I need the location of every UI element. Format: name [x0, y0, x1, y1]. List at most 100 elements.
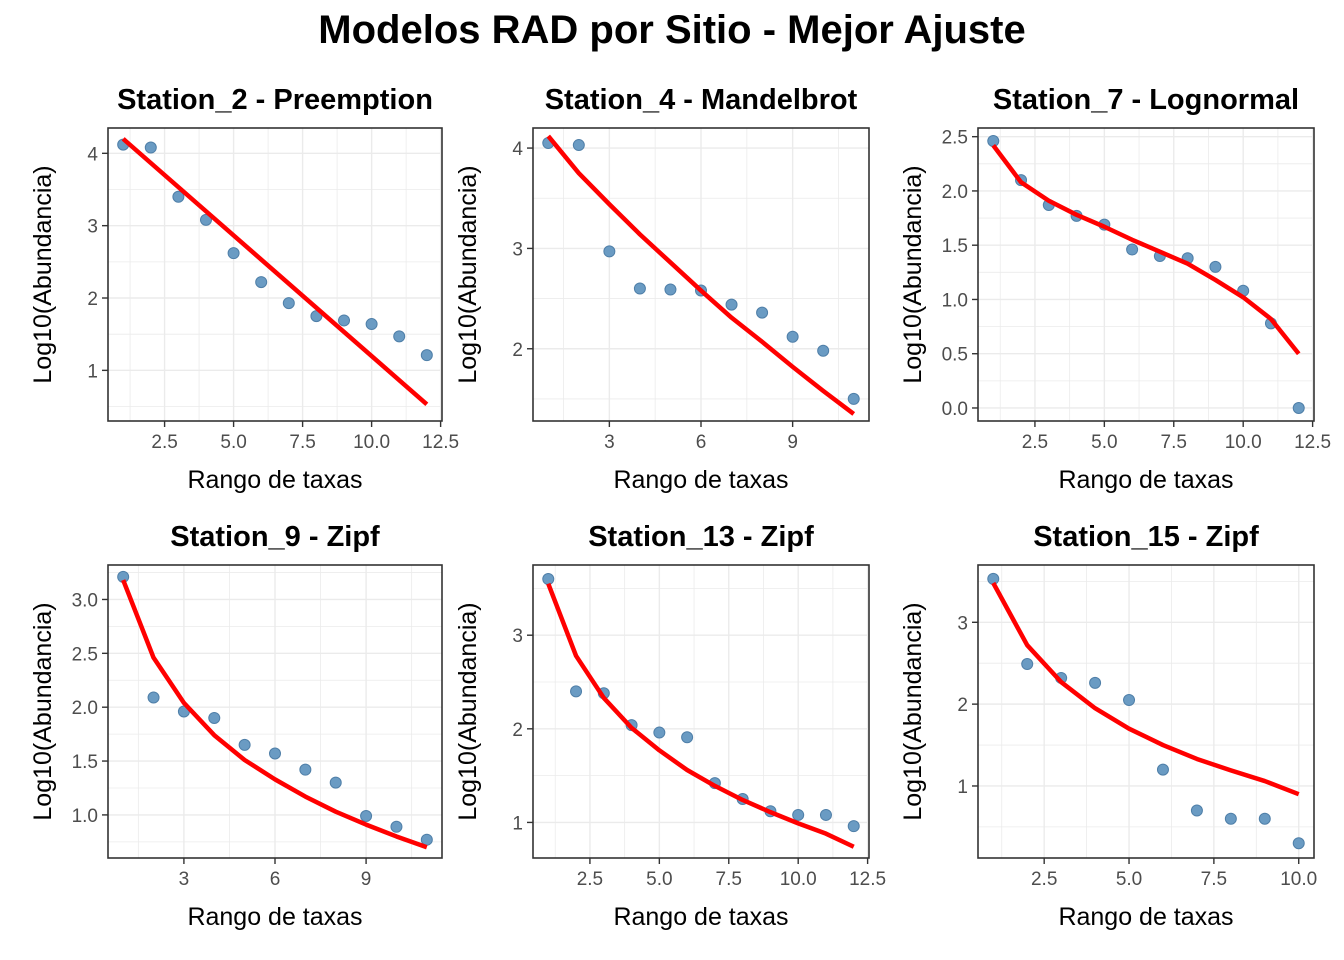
- y-tick-label: 3: [957, 613, 968, 634]
- fit-line: [991, 581, 1300, 797]
- data-point: [786, 330, 799, 343]
- x-tick-label: 10.0: [353, 432, 390, 453]
- panel-border: [532, 564, 870, 859]
- y-tick-label: 3: [512, 239, 523, 260]
- data-point: [1021, 658, 1034, 671]
- data-point: [238, 738, 251, 751]
- y-tick-label: 2.5: [942, 128, 968, 149]
- y-tick-label: 1.5: [72, 752, 98, 773]
- x-tick-label: 10.0: [1225, 432, 1262, 453]
- x-axis-label: Rango de taxas: [1058, 466, 1233, 494]
- data-point: [420, 349, 433, 362]
- data-point: [819, 808, 832, 821]
- y-axis-label: Log10(Abundancia): [899, 602, 927, 820]
- data-point: [360, 809, 373, 822]
- chart-panel-5: 2.5 5.0 7.5 10.0 12.5 1 2 3 Station_13 - Zipf Ran…: [454, 521, 886, 931]
- y-tick-label: 3: [512, 626, 523, 647]
- x-tick-label: 12.5: [422, 432, 459, 453]
- data-point: [299, 763, 312, 776]
- fit-line: [546, 582, 855, 849]
- x-axis-label: Rango de taxas: [187, 903, 362, 931]
- data-point: [255, 276, 268, 289]
- data-point: [172, 190, 185, 203]
- y-axis-label: Log10(Abundancia): [29, 602, 57, 820]
- x-tick-label: 6: [696, 432, 707, 453]
- panel-border: [977, 127, 1315, 422]
- data-point: [1156, 763, 1169, 776]
- y-axis-label: Log10(Abundancia): [454, 165, 482, 383]
- data-point: [1224, 812, 1237, 825]
- y-tick-label: 3: [87, 217, 98, 238]
- data-point: [390, 820, 403, 833]
- x-tick-label: 3: [604, 432, 615, 453]
- y-tick-label: 2.0: [942, 182, 968, 203]
- data-point: [817, 344, 830, 357]
- data-point: [1123, 694, 1136, 707]
- x-tick-label: 10.0: [780, 869, 817, 890]
- x-tick-label: 7.5: [1201, 869, 1227, 890]
- data-point: [725, 298, 738, 311]
- data-point: [147, 691, 160, 704]
- x-tick-label: 2.5: [1031, 869, 1057, 890]
- data-point: [664, 283, 677, 296]
- panel-title: Station_9 - Zipf: [170, 521, 380, 553]
- x-tick-label: 12.5: [849, 869, 886, 890]
- data-point: [1209, 260, 1222, 273]
- x-axis-label: Rango de taxas: [1058, 903, 1233, 931]
- fit-line: [546, 134, 856, 416]
- x-tick-label: 9: [787, 432, 798, 453]
- chart-panel-4: 3 6 9 1.0 1.5 2.0 2.5 3.0 Station_9 - Zipf Rango …: [29, 521, 443, 931]
- data-point: [393, 330, 406, 343]
- x-tick-label: 5.0: [1091, 432, 1117, 453]
- chart-panel-2: 3 6 9 2 3 4 Station_4 - Mandelbrot Rango de tax…: [454, 84, 870, 494]
- data-point: [847, 392, 860, 405]
- data-point: [756, 306, 769, 319]
- y-axis-label: Log10(Abundancia): [29, 165, 57, 383]
- data-point: [847, 820, 860, 833]
- data-point: [681, 731, 694, 744]
- data-point: [208, 711, 221, 724]
- y-tick-label: 0.0: [942, 399, 968, 420]
- panel-title: Station_13 - Zipf: [588, 521, 814, 553]
- y-axis-label: Log10(Abundancia): [454, 602, 482, 820]
- y-tick-label: 1.0: [72, 806, 98, 827]
- y-tick-label: 1: [957, 777, 968, 798]
- y-tick-label: 1: [87, 361, 98, 382]
- x-tick-label: 6: [270, 869, 281, 890]
- x-tick-label: 2.5: [1022, 432, 1048, 453]
- data-point: [1089, 676, 1102, 689]
- panel-border: [107, 127, 443, 422]
- y-axis-label: Log10(Abundancia): [899, 165, 927, 383]
- data-point: [570, 685, 583, 698]
- x-tick-label: 9: [361, 869, 372, 890]
- panel-border: [977, 564, 1315, 859]
- x-tick-label: 7.5: [289, 432, 315, 453]
- chart-panel-6: 2.5 5.0 7.5 10.0 1 2 3 Station_15 - Zipf Rango d…: [899, 521, 1317, 931]
- data-point: [282, 297, 295, 310]
- data-point: [653, 726, 666, 739]
- data-point: [987, 572, 1000, 585]
- x-tick-label: 7.5: [716, 869, 742, 890]
- data-point: [144, 141, 157, 154]
- y-tick-label: 0.5: [942, 345, 968, 366]
- x-tick-label: 3: [179, 869, 190, 890]
- data-point: [1292, 837, 1305, 850]
- x-tick-label: 5.0: [646, 869, 672, 890]
- x-tick-label: 5.0: [1116, 869, 1142, 890]
- panel-title: Station_2 - Preemption: [117, 84, 433, 116]
- y-tick-label: 2: [957, 695, 968, 716]
- y-tick-label: 2: [512, 720, 523, 741]
- fit-line: [121, 579, 428, 850]
- y-tick-label: 1.5: [942, 236, 968, 257]
- data-point: [269, 747, 281, 760]
- data-point: [338, 314, 351, 327]
- data-point: [603, 245, 616, 258]
- data-point: [1190, 804, 1203, 817]
- data-point: [1126, 243, 1139, 256]
- data-point: [633, 282, 646, 295]
- data-point: [227, 247, 240, 260]
- y-tick-label: 2: [87, 289, 98, 310]
- x-tick-label: 12.5: [1294, 432, 1331, 453]
- page-title: Modelos RAD por Sitio - Mejor Ajuste: [318, 8, 1026, 52]
